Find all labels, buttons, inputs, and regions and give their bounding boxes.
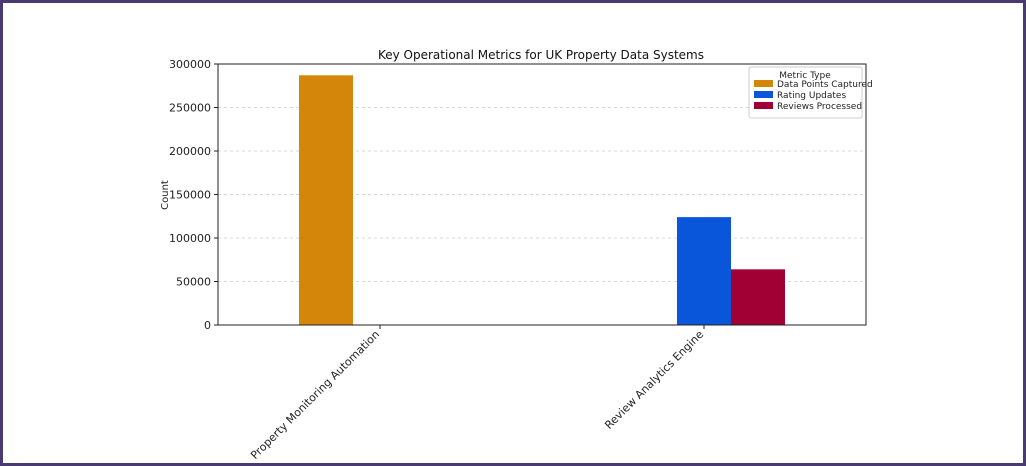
y-tick-label: 0 xyxy=(204,319,211,332)
legend-label: Data Points Captured xyxy=(777,80,873,90)
y-tick-label: 100000 xyxy=(169,232,211,245)
y-tick-label: 300000 xyxy=(169,58,211,71)
y-tick-label: 150000 xyxy=(169,189,211,202)
y-axis-label: Count xyxy=(160,180,171,210)
y-tick-label: 200000 xyxy=(169,145,211,158)
y-tick-label: 250000 xyxy=(169,102,211,115)
y-tick-label: 50000 xyxy=(176,276,211,289)
chart-title: Key Operational Metrics for UK Property … xyxy=(378,48,704,62)
bars xyxy=(299,75,785,325)
y-axis-ticks: 0 50000 100000 150000 200000 250000 300000 xyxy=(169,58,218,332)
bar-rating-updates xyxy=(677,217,731,325)
legend-box xyxy=(748,66,863,119)
x-axis-ticks: Property Monitoring Automation Review Ana… xyxy=(248,325,706,462)
bar-reviews-processed xyxy=(731,269,785,325)
x-tick-label: Review Analytics Engine xyxy=(602,328,706,432)
legend-swatch xyxy=(754,102,773,109)
bar-data-points-captured xyxy=(299,75,353,325)
legend-swatch xyxy=(754,91,773,98)
legend-title: Metric Type xyxy=(779,71,831,81)
legend-swatch xyxy=(754,80,773,87)
legend-label: Reviews Processed xyxy=(777,102,862,112)
x-tick-label: Property Monitoring Automation xyxy=(248,328,382,462)
legend-label: Rating Updates xyxy=(777,91,846,101)
